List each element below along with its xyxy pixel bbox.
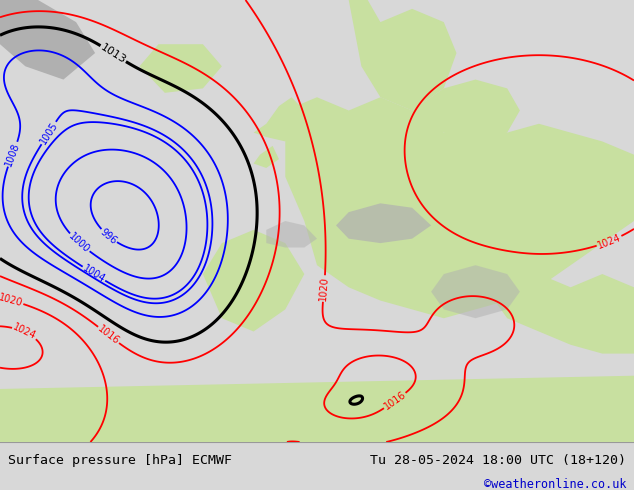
Text: 1020: 1020 [318,276,330,301]
Polygon shape [495,274,634,354]
Polygon shape [285,97,634,318]
Polygon shape [266,221,317,247]
Text: 1008: 1008 [4,141,22,168]
Text: 1005: 1005 [38,120,60,146]
Text: ©weatheronline.co.uk: ©weatheronline.co.uk [484,478,626,490]
Text: 1000: 1000 [67,231,92,255]
Polygon shape [139,44,222,93]
Text: Tu 28-05-2024 18:00 UTC (18+120): Tu 28-05-2024 18:00 UTC (18+120) [370,454,626,467]
Text: 1004: 1004 [81,263,107,285]
Text: 1013: 1013 [99,42,128,65]
Polygon shape [0,0,95,79]
Text: 1016: 1016 [382,390,408,412]
Polygon shape [349,0,456,111]
Polygon shape [412,79,520,142]
Polygon shape [254,97,304,142]
Text: 1020: 1020 [0,292,24,308]
Text: 1024: 1024 [11,322,38,342]
Polygon shape [0,376,634,442]
Polygon shape [431,265,520,318]
Text: 1024: 1024 [596,232,623,250]
Text: 996: 996 [98,226,119,246]
Polygon shape [254,146,279,168]
Text: Surface pressure [hPa] ECMWF: Surface pressure [hPa] ECMWF [8,454,231,467]
Polygon shape [203,230,304,332]
Text: 1016: 1016 [96,323,121,346]
Polygon shape [336,203,431,243]
